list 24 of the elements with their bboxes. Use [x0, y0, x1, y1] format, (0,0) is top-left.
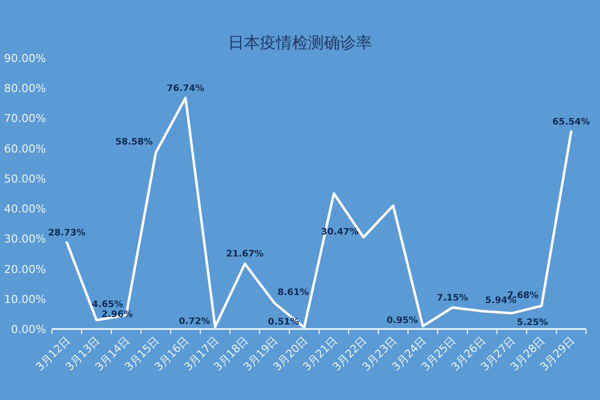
- data-label: 0.95%: [386, 316, 418, 326]
- data-label: 5.94%: [485, 296, 516, 306]
- y-tick-label: 0.00%: [11, 323, 46, 336]
- data-label: 0.72%: [178, 316, 210, 327]
- data-label: 4.65%: [92, 300, 124, 310]
- y-tick-label: 50.00%: [4, 172, 46, 186]
- data-label: 21.67%: [226, 250, 264, 260]
- data-label: 65.54%: [552, 118, 590, 128]
- y-tick-label: 90.00%: [4, 52, 46, 65]
- data-label: 28.73%: [48, 228, 86, 238]
- data-label: 5.25%: [516, 318, 548, 328]
- y-tick-label: 30.00%: [4, 232, 46, 246]
- data-label: 76.74%: [166, 84, 204, 94]
- y-tick-label: 40.00%: [4, 202, 46, 216]
- y-tick-label: 10.00%: [4, 292, 46, 306]
- chart-title: 日本疫情检测确诊率: [228, 33, 372, 52]
- y-tick-label: 70.00%: [4, 112, 46, 126]
- data-label: 8.61%: [278, 288, 309, 298]
- data-label: 7.15%: [436, 293, 468, 304]
- data-label: 0.51%: [268, 317, 300, 328]
- y-tick-label: 80.00%: [4, 82, 46, 96]
- y-tick-label: 20.00%: [4, 262, 46, 276]
- data-label: 58.58%: [115, 138, 153, 148]
- y-tick-label: 60.00%: [4, 142, 46, 156]
